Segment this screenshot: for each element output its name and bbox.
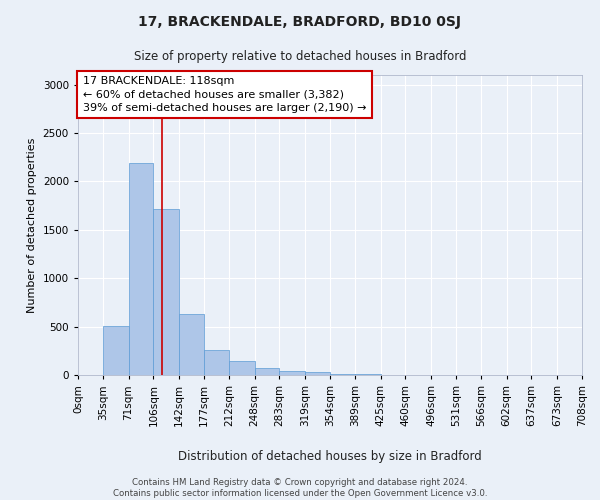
Text: Contains HM Land Registry data © Crown copyright and database right 2024.
Contai: Contains HM Land Registry data © Crown c…: [113, 478, 487, 498]
Bar: [355, 374, 380, 375]
Y-axis label: Number of detached properties: Number of detached properties: [27, 138, 37, 312]
Bar: [229, 362, 254, 375]
Bar: [128, 163, 154, 375]
Text: Size of property relative to detached houses in Bradford: Size of property relative to detached ho…: [134, 50, 466, 63]
Bar: [280, 370, 305, 375]
Bar: [179, 314, 204, 375]
Bar: [204, 350, 229, 375]
Bar: [103, 326, 128, 375]
Text: Distribution of detached houses by size in Bradford: Distribution of detached houses by size …: [178, 450, 482, 463]
Bar: [305, 372, 330, 375]
Text: 17 BRACKENDALE: 118sqm
← 60% of detached houses are smaller (3,382)
39% of semi-: 17 BRACKENDALE: 118sqm ← 60% of detached…: [83, 76, 367, 113]
Bar: [254, 368, 280, 375]
Bar: [330, 374, 355, 375]
Text: 17, BRACKENDALE, BRADFORD, BD10 0SJ: 17, BRACKENDALE, BRADFORD, BD10 0SJ: [139, 15, 461, 29]
Bar: [154, 208, 179, 375]
